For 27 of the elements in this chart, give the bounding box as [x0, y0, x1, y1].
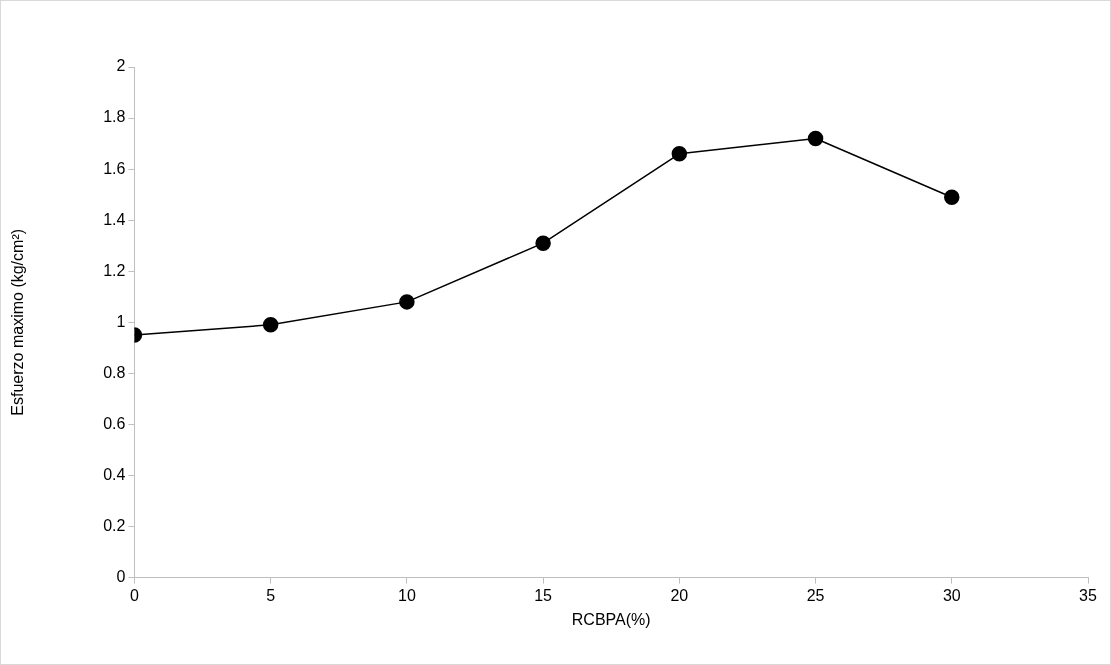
x-tick-label: 20 — [670, 586, 689, 604]
point — [944, 189, 960, 205]
y-tick-label: 1 — [116, 312, 126, 330]
point — [535, 235, 551, 251]
x-axis-title: RCBPA(%) — [571, 610, 651, 628]
y-tick-label: 0.2 — [103, 516, 126, 534]
x-tick-label: 25 — [806, 586, 825, 604]
y-tick-label: 1.2 — [103, 261, 126, 279]
x-tick-label: 5 — [266, 586, 276, 604]
y-tick-label: 2 — [116, 57, 126, 75]
y-tick-label: 0.4 — [103, 465, 126, 483]
x-tick-label: 30 — [942, 586, 961, 604]
point — [262, 317, 279, 333]
y-tick-label: 1.6 — [103, 159, 126, 177]
y-tick-label: 1.4 — [103, 210, 126, 228]
x-tick-label: 0 — [129, 586, 139, 604]
y-axis-title: Esfuerzo maximo (kg/cm²) — [9, 228, 27, 416]
y-tick-label: 0 — [116, 568, 126, 586]
y-tick-label: 0.6 — [103, 414, 126, 432]
y-tick-label: 1.8 — [103, 108, 126, 126]
x-tick-label: 35 — [1079, 586, 1097, 604]
point — [399, 294, 415, 310]
x-tick-label: 10 — [397, 586, 416, 604]
point — [807, 130, 824, 147]
y-tick-label: 0.8 — [103, 363, 126, 381]
x-tick-label: 15 — [534, 586, 553, 604]
point — [671, 146, 688, 162]
